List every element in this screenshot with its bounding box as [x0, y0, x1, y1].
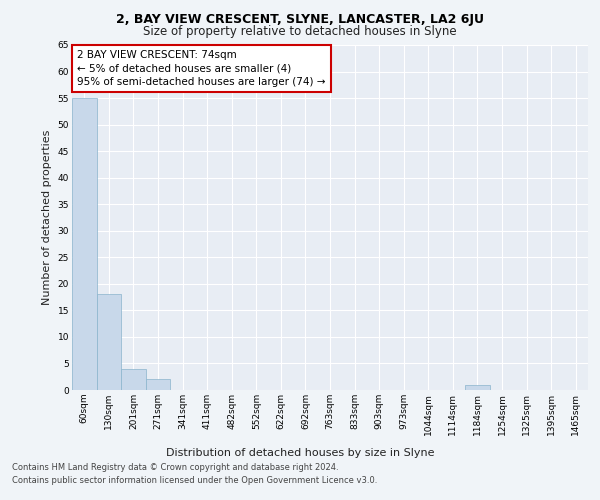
Text: 2 BAY VIEW CRESCENT: 74sqm
← 5% of detached houses are smaller (4)
95% of semi-d: 2 BAY VIEW CRESCENT: 74sqm ← 5% of detac… [77, 50, 326, 86]
Bar [146, 380, 170, 390]
Text: Distribution of detached houses by size in Slyne: Distribution of detached houses by size … [166, 448, 434, 458]
Text: Contains HM Land Registry data © Crown copyright and database right 2024.: Contains HM Land Registry data © Crown c… [12, 464, 338, 472]
Bar [121, 369, 146, 390]
Text: Contains public sector information licensed under the Open Government Licence v3: Contains public sector information licen… [12, 476, 377, 485]
Text: 2, BAY VIEW CRESCENT, SLYNE, LANCASTER, LA2 6JU: 2, BAY VIEW CRESCENT, SLYNE, LANCASTER, … [116, 12, 484, 26]
Bar [72, 98, 97, 390]
Bar [97, 294, 121, 390]
Y-axis label: Number of detached properties: Number of detached properties [42, 130, 52, 305]
Text: Size of property relative to detached houses in Slyne: Size of property relative to detached ho… [143, 25, 457, 38]
Bar [465, 384, 490, 390]
